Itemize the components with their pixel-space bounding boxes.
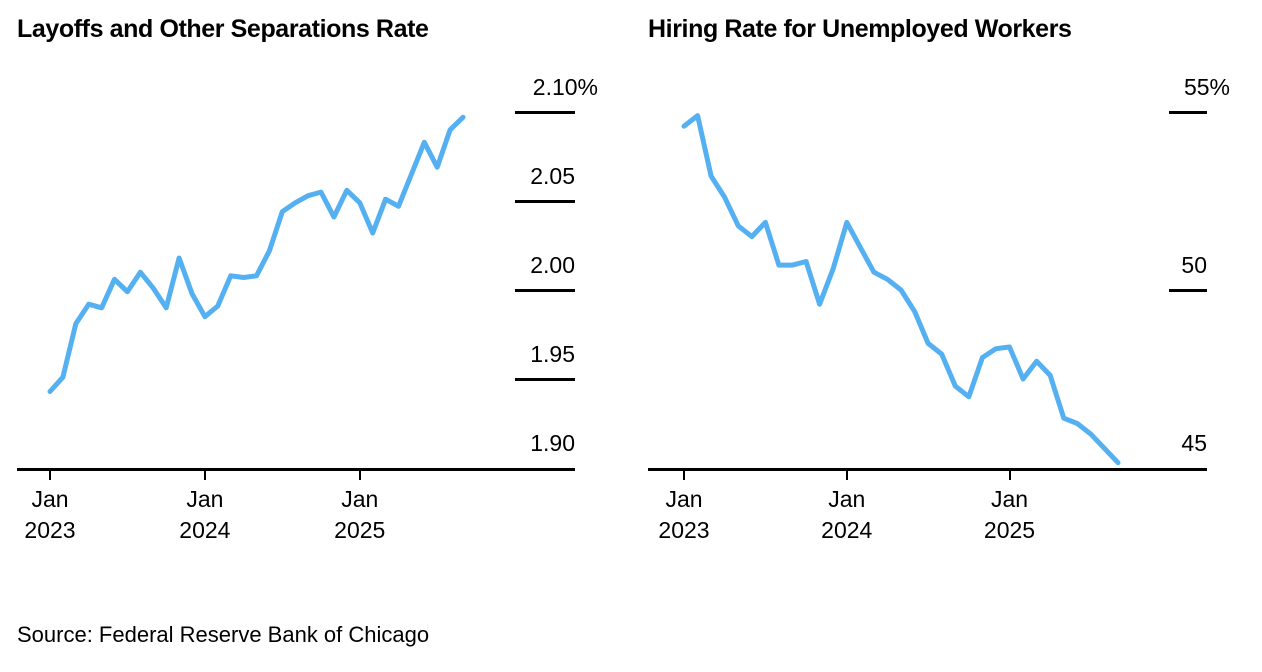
layoffs-y-gridline-tick bbox=[515, 289, 575, 292]
layoffs-y-axis-label-1.95: 1.95 bbox=[530, 341, 575, 367]
layoffs-chart-title: Layoffs and Other Separations Rate bbox=[17, 15, 429, 43]
layoffs-data-line bbox=[47, 114, 466, 394]
layoffs-y-axis-label-2.05: 2.05 bbox=[530, 163, 575, 189]
layoffs-x-axis-label-2023: Jan 2023 bbox=[0, 484, 120, 546]
hiring-x-axis-label-2023: Jan 2023 bbox=[614, 484, 754, 546]
hiring-x-axis-line bbox=[648, 468, 1207, 471]
hiring-x-tick-2023 bbox=[683, 470, 685, 480]
x-label-month: Jan bbox=[828, 486, 866, 512]
layoffs-x-axis-line bbox=[17, 468, 575, 471]
x-label-year: 2023 bbox=[658, 517, 710, 543]
hiring-x-tick-2024 bbox=[845, 470, 848, 480]
layoffs-x-tick-2023 bbox=[49, 470, 51, 480]
layoffs-y-gridline-tick bbox=[515, 200, 575, 203]
x-label-month: Jan bbox=[665, 486, 703, 512]
hiring-y-gridline-tick bbox=[1169, 289, 1207, 292]
layoffs-x-axis-label-2024: Jan 2024 bbox=[135, 484, 275, 546]
x-label-month: Jan bbox=[186, 486, 224, 512]
source-attribution: Source: Federal Reserve Bank of Chicago bbox=[17, 622, 430, 647]
hiring-y-axis-label-50: 50 bbox=[1181, 252, 1207, 278]
x-label-year: 2025 bbox=[983, 517, 1036, 543]
x-label-year: 2025 bbox=[334, 517, 386, 543]
layoffs-y-axis-label-2.1: 2.10% bbox=[532, 74, 598, 100]
hiring-y-axis-label-55: 55% bbox=[1183, 74, 1230, 100]
x-label-month: Jan bbox=[341, 486, 379, 512]
hiring-chart-title: Hiring Rate for Unemployed Workers bbox=[648, 15, 1072, 43]
layoffs-x-tick-2024 bbox=[203, 470, 206, 480]
layoffs-y-axis-label-2: 2.00 bbox=[530, 252, 575, 278]
hiring-y-gridline-tick bbox=[1169, 111, 1207, 114]
x-label-year: 2024 bbox=[821, 517, 873, 543]
hiring-x-axis-label-2025: Jan 2025 bbox=[940, 484, 1080, 546]
hiring-y-axis-label-45: 45 bbox=[1181, 430, 1207, 456]
layoffs-y-gridline-tick bbox=[515, 111, 575, 114]
layoffs-y-axis-label-1.9: 1.90 bbox=[530, 430, 575, 456]
x-label-year: 2023 bbox=[24, 517, 76, 543]
layoffs-x-axis-label-2025: Jan 2025 bbox=[290, 484, 430, 546]
x-label-month: Jan bbox=[990, 486, 1029, 512]
x-label-year: 2024 bbox=[179, 517, 231, 543]
hiring-x-tick-2025 bbox=[1008, 470, 1011, 480]
layoffs-y-gridline-tick bbox=[515, 378, 575, 381]
x-label-month: Jan bbox=[31, 486, 69, 512]
hiring-data-line bbox=[681, 113, 1121, 466]
hiring-x-axis-label-2024: Jan 2024 bbox=[777, 484, 917, 546]
layoffs-x-tick-2025 bbox=[358, 470, 361, 480]
